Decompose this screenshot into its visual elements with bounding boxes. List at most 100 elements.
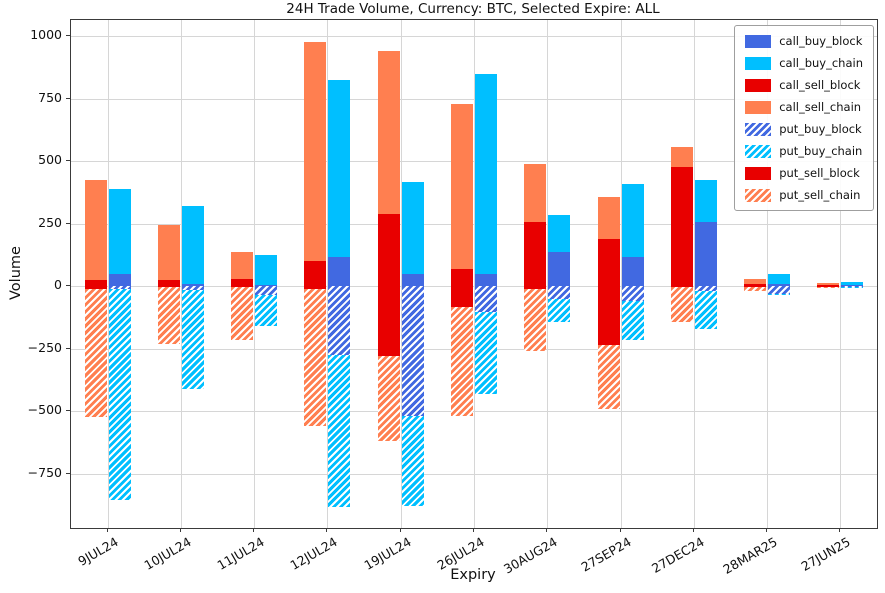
y-tick-label: 250 — [38, 214, 62, 230]
bar-put_sell_block — [670, 286, 693, 288]
grid-line-vertical — [107, 20, 109, 528]
bar-put_sell_chain — [670, 287, 693, 323]
bar-put_buy_chain — [694, 291, 717, 329]
bar-put_buy_block — [694, 286, 717, 291]
bar-call_sell_block — [744, 284, 767, 286]
bar-call_buy_block — [401, 273, 424, 286]
bar-put_buy_chain — [475, 312, 497, 394]
bar-call_buy_block — [694, 222, 717, 286]
legend-swatch-call_sell_block — [745, 78, 772, 92]
bar-call_sell_block — [84, 279, 107, 286]
bar-put_sell_chain — [304, 288, 327, 426]
y-tick-mark — [66, 97, 70, 99]
bar-put_buy_chain — [548, 298, 571, 323]
y-tick-label: −500 — [27, 402, 62, 417]
bar-put_buy_chain — [841, 286, 864, 288]
bar-put_sell_block — [597, 286, 620, 345]
y-tick-label: 750 — [38, 89, 62, 105]
legend-swatch-put_buy_chain — [745, 144, 772, 158]
bar-call_sell_block — [670, 167, 693, 286]
bar-call_buy_chain — [475, 73, 497, 274]
bar-call_buy_block — [181, 283, 204, 286]
bar-call_buy_chain — [841, 282, 864, 285]
y-tick-mark — [66, 222, 70, 224]
bar-call_sell_block — [304, 261, 327, 286]
legend-label: put_buy_chain — [779, 144, 863, 158]
bar-call_buy_chain — [548, 214, 571, 253]
grid-line-vertical — [620, 20, 622, 528]
bar-call_buy_block — [108, 273, 131, 286]
bar-put_sell_chain — [744, 286, 767, 291]
bar-call_buy_chain — [401, 182, 424, 274]
x-tick-mark — [179, 528, 181, 532]
bar-put_buy_block — [181, 286, 204, 290]
legend-item: put_buy_block — [745, 122, 863, 136]
legend-label: put_sell_block — [779, 166, 860, 180]
bar-put_buy_chain — [328, 354, 351, 508]
legend-label: call_buy_chain — [779, 56, 863, 70]
legend-item: put_sell_chain — [745, 188, 863, 202]
bar-put_buy_block — [475, 286, 497, 313]
bar-call_sell_chain — [744, 278, 767, 284]
bar-put_sell_block — [231, 286, 254, 288]
grid-line-vertical — [327, 20, 329, 528]
legend-label: put_sell_chain — [779, 188, 861, 202]
bar-call_buy_block — [621, 257, 644, 286]
bar-put_buy_block — [108, 286, 131, 289]
bar-call_buy_chain — [181, 206, 204, 284]
legend-item: call_sell_chain — [745, 100, 863, 114]
bar-call_sell_chain — [84, 179, 107, 280]
bar-put_sell_chain — [817, 286, 840, 288]
bar-put_sell_chain — [231, 287, 254, 340]
bar-put_sell_block — [377, 286, 400, 356]
bar-put_buy_chain — [255, 294, 278, 326]
bar-call_sell_block — [157, 279, 180, 286]
y-tick-label: 0 — [54, 277, 62, 292]
bar-put_sell_chain — [597, 344, 620, 409]
y-tick-mark — [66, 472, 70, 474]
x-tick-mark — [253, 528, 255, 532]
bar-put_sell_block — [157, 286, 180, 288]
legend-label: call_sell_chain — [779, 100, 862, 114]
legend-item: call_sell_block — [745, 78, 863, 92]
x-tick-mark — [473, 528, 474, 532]
grid-line-vertical — [474, 20, 475, 528]
bar-call_buy_block — [768, 283, 791, 286]
bar-call_buy_chain — [768, 273, 791, 284]
bar-put_sell_chain — [451, 307, 473, 416]
y-tick-mark — [66, 347, 70, 349]
legend-item: put_buy_chain — [745, 144, 863, 158]
bar-put_buy_block — [255, 286, 278, 295]
bar-call_sell_chain — [377, 51, 400, 214]
legend-swatch-put_sell_chain — [745, 188, 772, 202]
x-tick-mark — [839, 528, 841, 532]
y-tick-mark — [66, 410, 70, 411]
bar-call_buy_block — [548, 252, 571, 286]
legend-swatch-put_buy_block — [745, 122, 772, 136]
bar-put_buy_block — [548, 286, 571, 299]
bar-put_buy_chain — [401, 416, 424, 506]
bar-call_sell_chain — [304, 42, 327, 261]
bar-call_sell_block — [377, 213, 400, 286]
grid-line-vertical — [180, 20, 182, 528]
bar-put_sell_chain — [377, 356, 400, 441]
bar-put_buy_chain — [768, 293, 791, 295]
bar-call_sell_block — [524, 222, 547, 286]
bar-put_buy_block — [621, 286, 644, 301]
chart-title: 24H Trade Volume, Currency: BTC, Selecte… — [286, 1, 660, 17]
bar-put_buy_block — [401, 286, 424, 416]
grid-line-vertical — [400, 20, 402, 528]
bar-put_buy_chain — [621, 301, 644, 340]
y-tick-label: 500 — [38, 152, 62, 167]
bar-call_buy_chain — [255, 254, 278, 285]
y-tick-label: −250 — [27, 339, 62, 355]
bar-call_buy_chain — [694, 179, 717, 223]
grid-line-vertical — [693, 20, 695, 528]
legend-item: put_sell_block — [745, 166, 863, 180]
bar-call_sell_block — [597, 238, 620, 286]
bar-call_buy_chain — [108, 188, 131, 274]
x-tick-mark — [326, 528, 328, 532]
x-tick-mark — [546, 528, 548, 532]
bar-call_buy_chain — [328, 79, 351, 258]
bar-call_sell_chain — [231, 252, 254, 279]
